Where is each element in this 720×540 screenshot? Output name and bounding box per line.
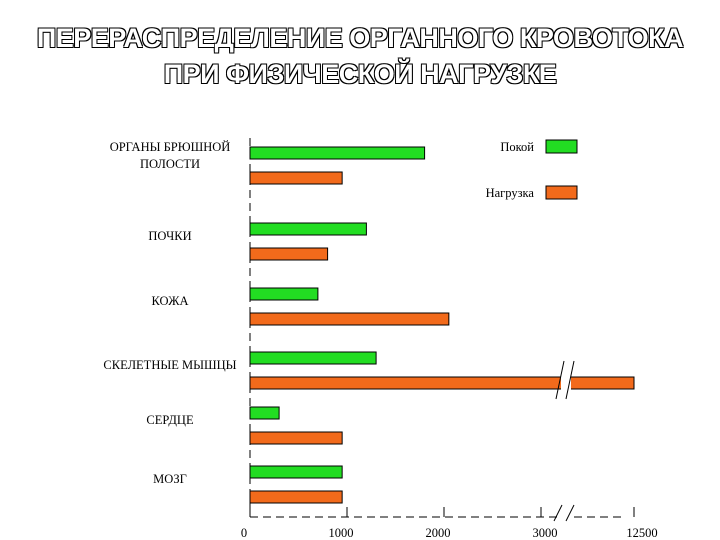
bar-rest xyxy=(249,406,280,420)
bar-load xyxy=(249,312,450,326)
bar-rest xyxy=(249,465,343,479)
x-tick-label: 0 xyxy=(241,526,247,540)
category-label: ПОЛОСТИ xyxy=(140,157,200,171)
bar-rest xyxy=(249,222,367,236)
legend-label: Покой xyxy=(500,140,534,154)
x-tick-label: 12500 xyxy=(626,526,657,540)
category-label: СКЕЛЕТНЫЕ МЫШЦЫ xyxy=(103,358,236,372)
axis-break-mark xyxy=(565,504,575,522)
category-label: КОЖА xyxy=(152,294,189,308)
bars xyxy=(249,146,635,504)
bar-load xyxy=(249,247,329,261)
bar-rest xyxy=(249,287,319,301)
slide-title: ПЕРЕРАСПРЕДЕЛЕНИЕ ОРГАННОГО КРОВОТОКА ПР… xyxy=(0,20,720,92)
x-axis: 0 1000 2000 3000 12500 xyxy=(241,138,658,540)
category-label: МОЗГ xyxy=(153,472,187,486)
legend-swatch xyxy=(545,139,578,154)
x-tick-label: 2000 xyxy=(426,526,451,540)
bar-rest xyxy=(249,351,377,365)
axis-break-mark xyxy=(553,504,563,522)
bar-break-gap xyxy=(561,376,571,390)
x-tick-label: 1000 xyxy=(329,526,354,540)
category-label: СЕРДЦЕ xyxy=(146,413,194,427)
title-line-1: ПЕРЕРАСПРЕДЕЛЕНИЕ ОРГАННОГО КРОВОТОКА xyxy=(36,22,684,53)
bar-load xyxy=(249,376,635,390)
title-line-2: ПРИ ФИЗИЧЕСКОЙ НАГРУЗКЕ xyxy=(163,58,557,89)
bar-break-mark xyxy=(565,360,575,400)
bar-load xyxy=(249,490,343,504)
legend-swatch xyxy=(545,185,578,200)
bar-load xyxy=(249,171,343,185)
x-tick-label: 3000 xyxy=(533,526,558,540)
category-label: ОРГАНЫ БРЮШНОЙ xyxy=(110,140,231,154)
legend-label: Нагрузка xyxy=(486,186,535,200)
bar-rest xyxy=(249,146,426,160)
bar-break-mark xyxy=(555,360,565,400)
category-labels: ОРГАНЫ БРЮШНОЙ ПОЛОСТИ ПОЧКИ КОЖА СКЕЛЕТНЫЕ … xyxy=(103,140,236,486)
bar-load xyxy=(249,431,343,445)
legend: Покой Нагрузка xyxy=(486,139,578,200)
category-label: ПОЧКИ xyxy=(148,229,191,243)
